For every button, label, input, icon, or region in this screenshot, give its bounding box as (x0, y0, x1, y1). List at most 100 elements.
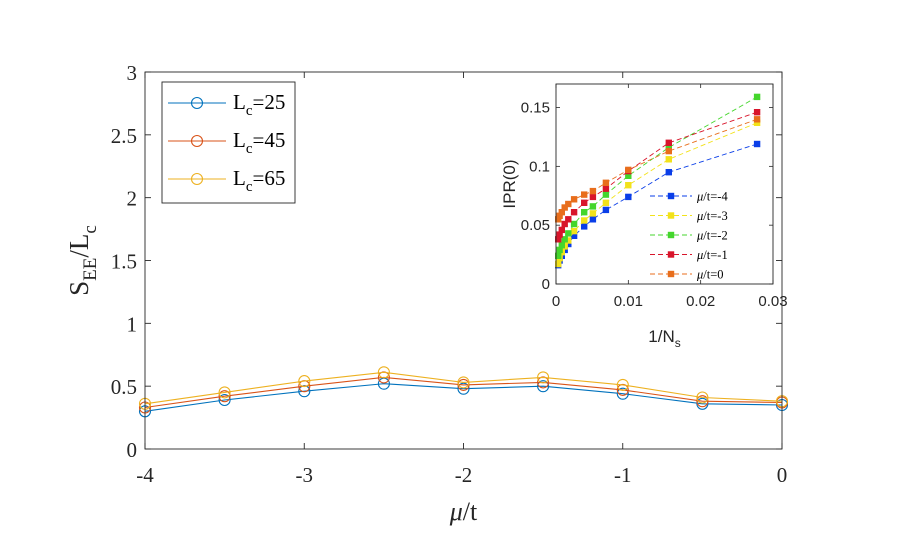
inset-data-point (570, 220, 578, 228)
inset-data-point (581, 223, 588, 230)
inset-data-point (602, 179, 610, 186)
inset-data-point (665, 147, 672, 155)
main-legend-marker (190, 172, 204, 186)
main-y-tick-label: 1.5 (111, 250, 137, 274)
inset-x-tick-label: 0.03 (758, 293, 787, 310)
inset-data-point (556, 231, 563, 238)
inset-data-point (555, 216, 562, 223)
inset-data-point (565, 216, 572, 223)
inset-data-point (581, 191, 588, 198)
main-legend-label-rest: =25 (253, 90, 286, 114)
main-legend-entry-2: Lc=45 (168, 128, 285, 157)
main-x-tick-label: 0 (777, 463, 788, 487)
main-series-line (144, 376, 783, 409)
main-legend-label: Lc=25 (233, 90, 285, 119)
inset-legend-label-mu: μ (696, 248, 703, 262)
inset-data-point (570, 232, 578, 239)
main-legend-box (161, 81, 296, 204)
main-series-line (144, 383, 783, 412)
inset-legend-label-rest: /t=0 (703, 268, 723, 282)
main-y-tick-label: 0.5 (111, 375, 137, 399)
inset-legend-label-rest: /t=-2 (703, 229, 727, 243)
inset-series-3 (555, 93, 761, 259)
inset-data-point (558, 226, 565, 234)
inset-y-tick-label: 0.1 (529, 158, 550, 175)
inset-data-point (558, 209, 565, 216)
main-series-3 (138, 366, 789, 410)
main-legend-label: Lc=45 (233, 128, 285, 157)
inset-data-point (753, 109, 761, 116)
inset-data-point (561, 204, 568, 211)
inset-data-point (561, 220, 568, 228)
main-data-point (696, 391, 709, 404)
main-x-tick-label: -2 (455, 463, 473, 487)
main-y-tick-label: 0 (127, 438, 138, 462)
inset-legend-marker (667, 270, 675, 278)
inset-legend-entry-1: μ/t=-4 (650, 190, 728, 204)
main-legend-entry-3: Lc=65 (168, 166, 285, 195)
inset-series-line (557, 143, 758, 266)
inset-legend-label-mu: μ (696, 268, 703, 282)
inset-x-tick-label: 0 (552, 293, 560, 310)
inset-data-point (753, 116, 761, 123)
inset-legend-marker (667, 251, 675, 258)
inset-legend-label: μ/t=-2 (696, 229, 728, 243)
main-data-point (298, 375, 311, 388)
main-y-label-mid: /L (64, 234, 94, 258)
inset-data-point (570, 209, 578, 216)
main-data-point (457, 376, 470, 389)
main-legend-marker (190, 96, 204, 110)
inset-data-point (565, 230, 572, 237)
inset-legend-label: μ/t=-3 (696, 209, 728, 223)
main-x-tick-label: -1 (614, 463, 632, 487)
main-legend-label-sub: c (246, 141, 253, 157)
inset-plot-area (556, 84, 773, 284)
inset-legend: μ/t=-4μ/t=-3μ/t=-2μ/t=-1μ/t=0 (650, 190, 728, 282)
inset-y-tick-label: 0.15 (521, 100, 550, 117)
inset-data-point (581, 217, 588, 224)
inset-data-point (555, 260, 562, 268)
inset-data-point (753, 93, 761, 101)
inset-data-point (602, 185, 610, 192)
main-data-point (616, 387, 629, 400)
main-legend-label-base: L (233, 166, 246, 190)
main-legend-label-sub: c (246, 179, 253, 195)
inset-data-point (665, 139, 672, 146)
inset-legend-label: μ/t=-1 (696, 248, 728, 262)
inset-x-tick-label: 0.01 (614, 293, 643, 310)
inset-x-label-base: 1/N (648, 327, 674, 346)
inset-legend-marker (667, 212, 675, 219)
inset-legend-marker (667, 192, 675, 200)
inset-data-point (602, 199, 610, 206)
inset-series-5 (555, 116, 761, 223)
main-x-tick-label: -3 (296, 463, 314, 487)
main-data-point (218, 386, 231, 399)
main-legend-label-base: L (233, 128, 246, 152)
inset-data-point (753, 140, 761, 148)
inset-legend-entry-3: μ/t=-2 (650, 229, 728, 243)
inset-data-point (665, 169, 672, 176)
main-y-axis-label: SEE/Lc (64, 225, 101, 296)
inset-data-point (570, 196, 578, 203)
inset-data-point (665, 156, 672, 163)
inset-data-point (565, 237, 572, 244)
main-y-tick-label: 2.5 (111, 124, 137, 148)
inset-y-tick-label: 0 (542, 276, 550, 293)
inset-x-label-sub: s (675, 336, 681, 350)
inset-data-point (565, 200, 572, 208)
inset-axes-box (555, 83, 774, 285)
main-data-point (696, 397, 709, 410)
main-x-axis-label: μ/t (449, 497, 478, 526)
inset-data-point (556, 246, 563, 254)
main-y-label-sub: EE (80, 258, 101, 281)
inset-data-point (602, 206, 610, 214)
main-legend-label: Lc=65 (233, 166, 285, 195)
inset-x-axis-label: 1/Ns (648, 327, 680, 350)
main-data-point (377, 366, 390, 379)
inset-data-point (589, 210, 597, 217)
inset-data-point (565, 240, 572, 248)
inset-data-point (558, 242, 565, 249)
inset-legend-entry-5: μ/t=0 (650, 268, 724, 282)
